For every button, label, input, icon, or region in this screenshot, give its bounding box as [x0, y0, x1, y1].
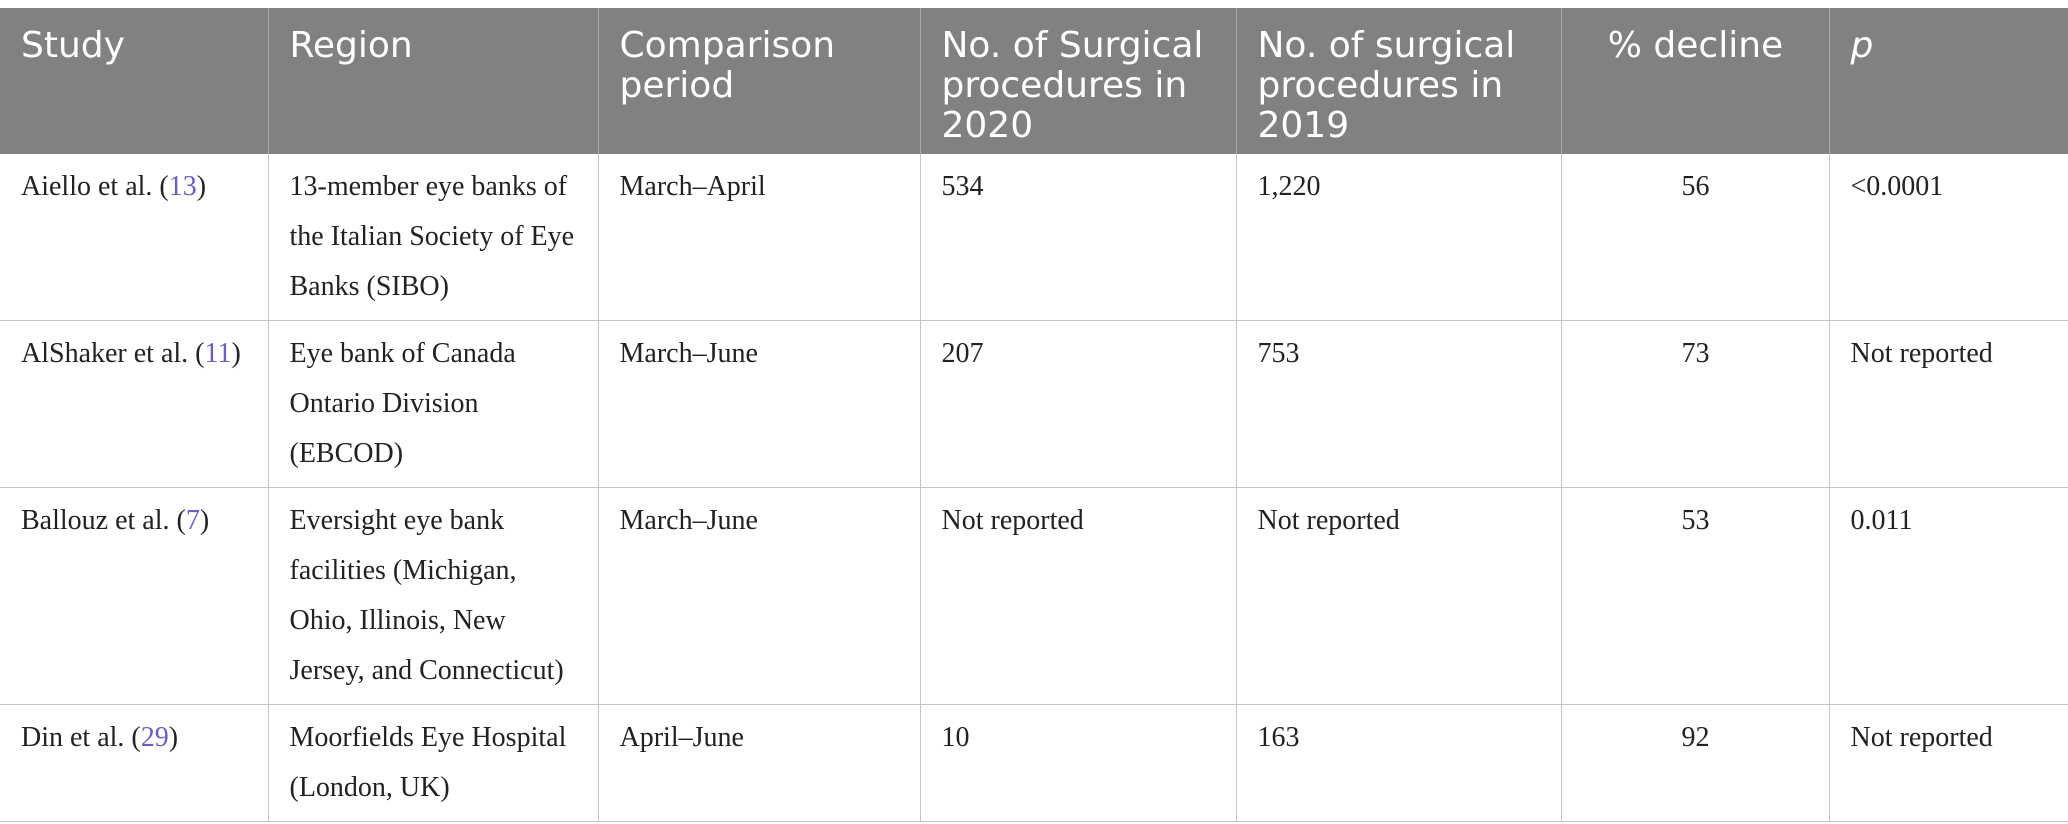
cell-percent-decline: 73 [1560, 320, 1829, 488]
studies-table: Study Region Comparison period No. of Su… [0, 8, 2068, 822]
cell-procedures-2019: Not reported [1235, 487, 1561, 705]
cell-region: Moorfields Eye Hospital (London, UK) [267, 704, 598, 822]
cell-period: April–June [597, 704, 920, 822]
table-body: Aiello et al. (13) 13-member eye banks o… [0, 154, 2068, 822]
cell-region: 13-member eye banks of the Italian Socie… [267, 154, 598, 321]
cell-procedures-2019: 163 [1235, 704, 1561, 822]
cell-procedures-2020: 207 [919, 320, 1236, 488]
reference-link[interactable]: 29 [140, 722, 169, 753]
reference-link[interactable]: 7 [185, 505, 200, 536]
cell-region: Eye bank of Canada Ontario Division (EBC… [267, 320, 598, 488]
table-header: Study Region Comparison period No. of Su… [0, 8, 2068, 154]
table-row: Aiello et al. (13) 13-member eye banks o… [0, 154, 2068, 321]
study-name: Aiello et al. [21, 171, 153, 202]
reference-link[interactable]: 11 [204, 338, 232, 369]
header-p-value: p [1828, 8, 2068, 154]
cell-p-value: Not reported [1828, 320, 2068, 488]
data-table-container: Study Region Comparison period No. of Su… [0, 8, 2068, 822]
cell-region: Eversight eye bank facilities (Michigan,… [267, 487, 598, 705]
cell-procedures-2020: 10 [919, 704, 1236, 822]
cell-p-value: Not reported [1828, 704, 2068, 822]
cell-study: AlShaker et al. (11) [0, 320, 268, 488]
cell-procedures-2019: 753 [1235, 320, 1561, 488]
cell-percent-decline: 53 [1560, 487, 1829, 705]
header-comparison-period: Comparison period [597, 8, 920, 154]
header-row: Study Region Comparison period No. of Su… [0, 8, 2068, 154]
cell-p-value: 0.011 [1828, 487, 2068, 705]
cell-percent-decline: 56 [1560, 154, 1829, 321]
table-row: Ballouz et al. (7) Eversight eye bank fa… [0, 487, 2068, 705]
header-procedures-2019: No. of surgical procedures in 2019 [1235, 8, 1561, 154]
cell-procedures-2019: 1,220 [1235, 154, 1561, 321]
cell-study: Ballouz et al. (7) [0, 487, 268, 705]
table-row: Din et al. (29) Moorfields Eye Hospital … [0, 704, 2068, 822]
header-study: Study [0, 8, 268, 154]
cell-procedures-2020: 534 [919, 154, 1236, 321]
header-percent-decline: % decline [1560, 8, 1829, 154]
header-region: Region [267, 8, 598, 154]
study-name: Ballouz et al. [21, 505, 170, 536]
cell-percent-decline: 92 [1560, 704, 1829, 822]
cell-period: March–June [597, 487, 920, 705]
cell-study: Aiello et al. (13) [0, 154, 268, 321]
table-row: AlShaker et al. (11) Eye bank of Canada … [0, 320, 2068, 488]
cell-procedures-2020: Not reported [919, 487, 1236, 705]
cell-study: Din et al. (29) [0, 704, 268, 822]
cell-period: March–April [597, 154, 920, 321]
cell-period: March–June [597, 320, 920, 488]
cell-p-value: <0.0001 [1828, 154, 2068, 321]
study-name: AlShaker et al. [21, 338, 189, 369]
reference-link[interactable]: 13 [168, 171, 197, 202]
header-procedures-2020: No. of Surgical procedures in 2020 [919, 8, 1236, 154]
study-name: Din et al. [21, 722, 125, 753]
